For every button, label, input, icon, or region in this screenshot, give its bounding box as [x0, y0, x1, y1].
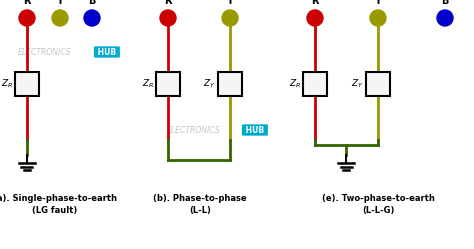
Bar	[303, 72, 327, 96]
Circle shape	[84, 10, 100, 26]
Bar	[218, 72, 242, 96]
Text: (L-L): (L-L)	[189, 205, 211, 214]
Text: $Z_R$: $Z_R$	[142, 78, 154, 90]
Circle shape	[307, 10, 323, 26]
Text: R: R	[164, 0, 172, 6]
Text: B: B	[441, 0, 449, 6]
Text: $Z_R$: $Z_R$	[289, 78, 301, 90]
Text: R: R	[23, 0, 31, 6]
Text: Y: Y	[374, 0, 382, 6]
Text: HUB: HUB	[243, 125, 267, 134]
Text: $Z_R$: $Z_R$	[1, 78, 13, 90]
Bar	[15, 72, 39, 96]
Text: ELECTRONICS: ELECTRONICS	[167, 125, 220, 134]
Text: Y: Y	[227, 0, 234, 6]
Text: B: B	[88, 0, 96, 6]
Circle shape	[370, 10, 386, 26]
Text: $Z_Y$: $Z_Y$	[203, 78, 216, 90]
Circle shape	[437, 10, 453, 26]
Text: $Z_Y$: $Z_Y$	[351, 78, 364, 90]
Text: Y: Y	[56, 0, 64, 6]
Circle shape	[222, 10, 238, 26]
Text: (a). Single-phase-to-earth: (a). Single-phase-to-earth	[0, 193, 117, 202]
Bar	[156, 72, 180, 96]
Text: HUB: HUB	[95, 48, 119, 57]
Circle shape	[160, 10, 176, 26]
Text: ELECTRONICS: ELECTRONICS	[18, 48, 72, 57]
Circle shape	[52, 10, 68, 26]
Circle shape	[19, 10, 35, 26]
Text: (L-L-G): (L-L-G)	[362, 205, 394, 214]
Text: (e). Two-phase-to-earth: (e). Two-phase-to-earth	[321, 193, 435, 202]
Bar	[366, 72, 390, 96]
Text: (b). Phase-to-phase: (b). Phase-to-phase	[153, 193, 247, 202]
Text: (LG fault): (LG fault)	[32, 205, 78, 214]
Text: R: R	[311, 0, 319, 6]
